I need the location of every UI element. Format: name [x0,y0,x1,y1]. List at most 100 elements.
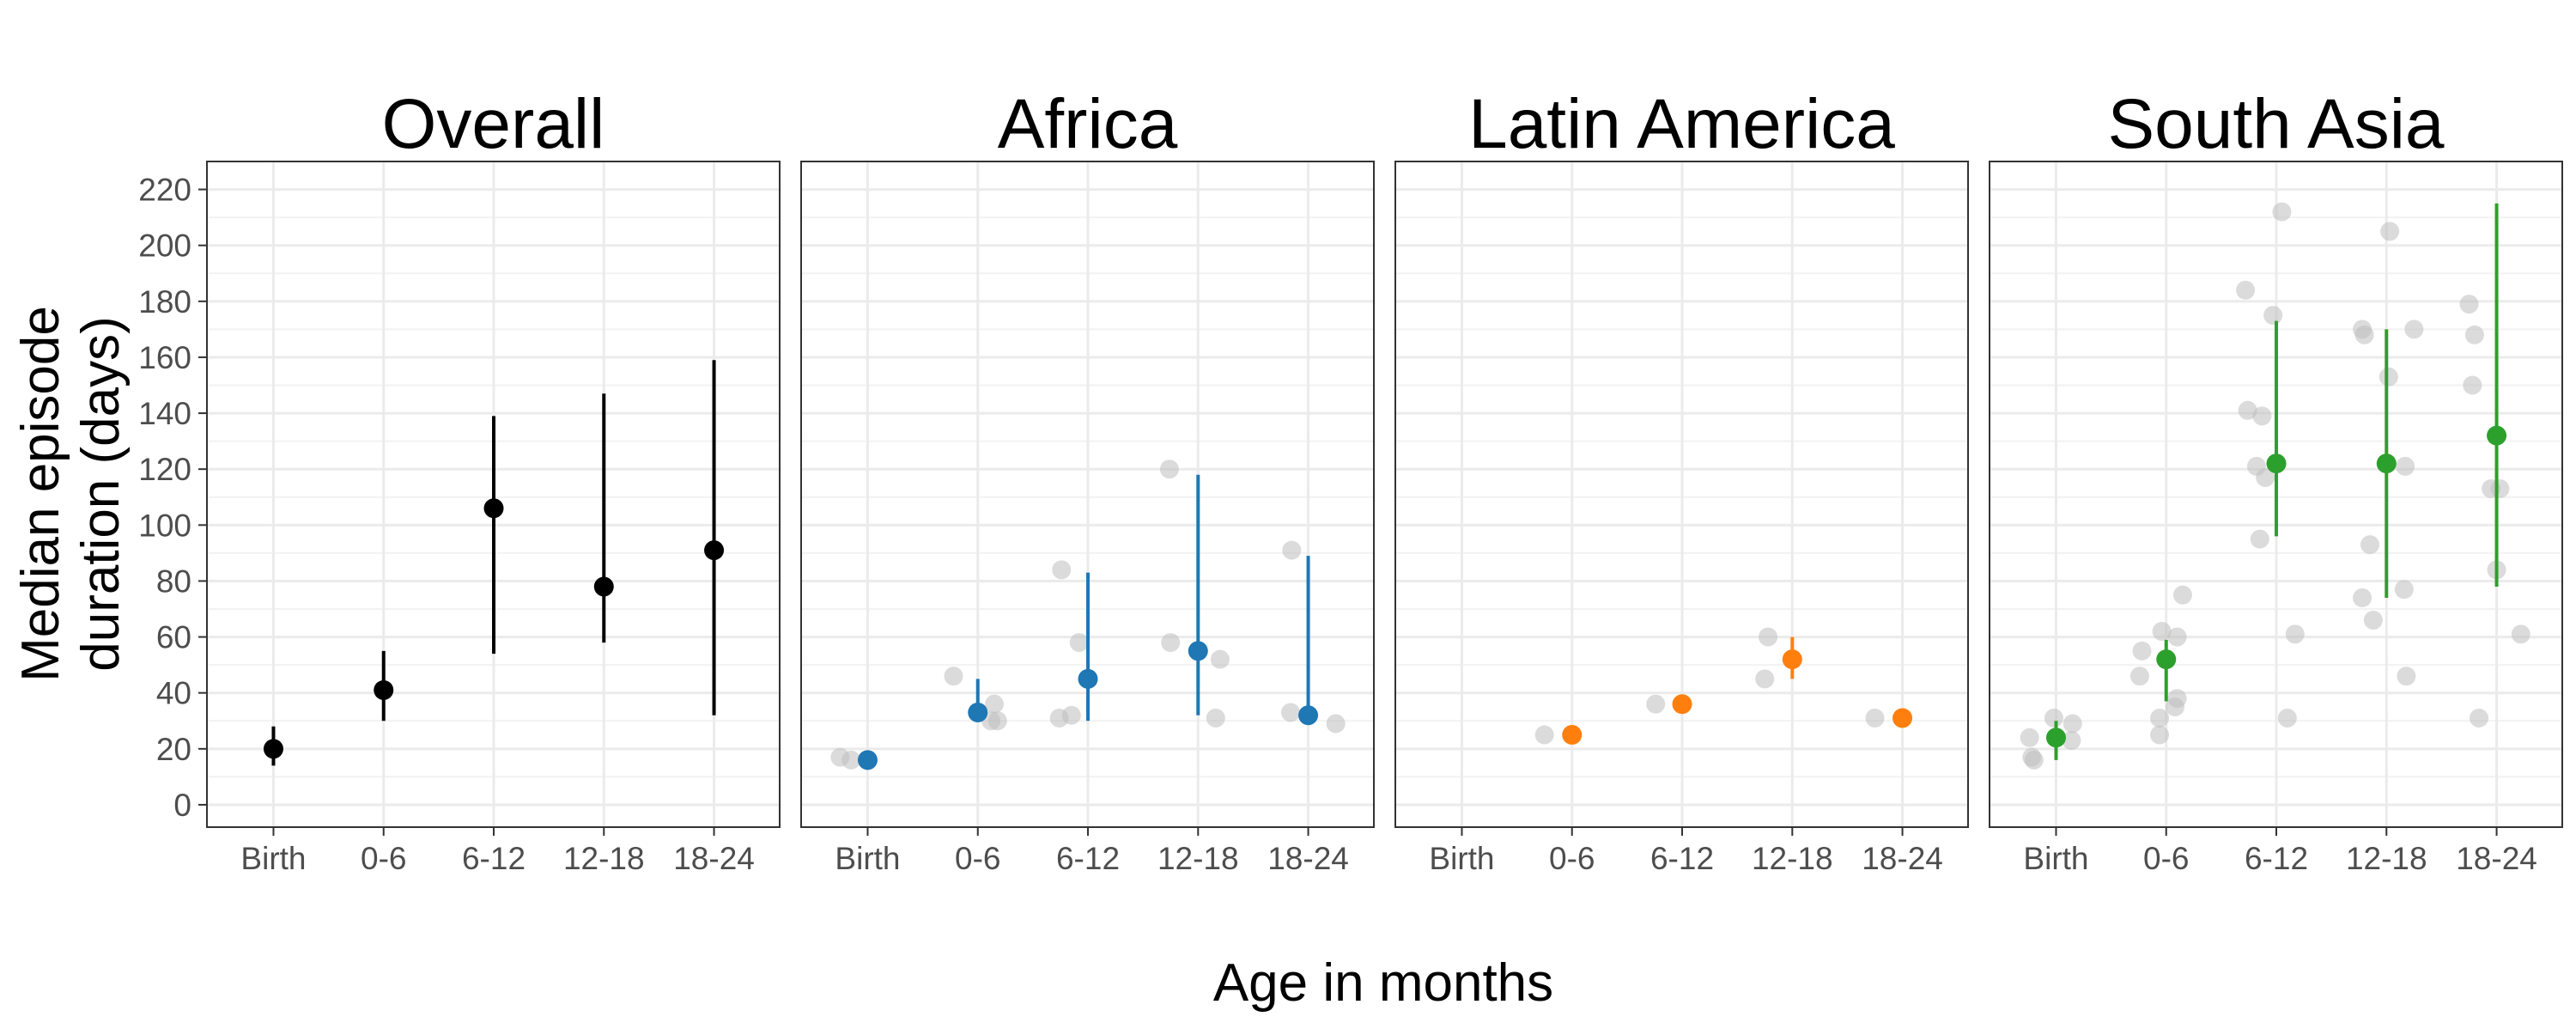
y-tick-label: 20 [156,732,191,767]
median-point [483,498,504,519]
y-tick-label: 180 [138,284,191,320]
median-point [857,750,878,770]
individual-point [1210,649,1230,669]
individual-point [2250,529,2269,549]
median-point [1188,641,1208,661]
median-point [1672,694,1692,715]
individual-point [2167,627,2187,647]
median-point [263,739,283,759]
x-tick-label: 12-18 [1157,841,1239,876]
individual-point [2380,222,2400,241]
median-point [2045,728,2066,748]
x-tick-label: Birth [240,841,306,876]
x-tick-label: 0-6 [2143,841,2189,876]
median-point [1298,705,1319,726]
median-point [1562,725,1583,746]
individual-point [2463,375,2482,395]
individual-point [2167,689,2187,709]
individual-point [2150,725,2170,745]
x-tick-label: 6-12 [462,841,526,876]
panel-latin-america: Latin America Birth 0-6 6-12 12-18 18-24 [1394,85,1969,876]
individual-point [2353,588,2372,607]
y-tick-label: 60 [156,620,191,655]
x-axis-label: Age in months [1213,953,1553,1013]
individual-point [2277,709,2297,728]
median-point [2487,425,2507,446]
individual-point [2236,280,2256,300]
x-tick-label: 6-12 [1650,841,1714,876]
individual-point [2360,535,2380,555]
panel-africa: Africa Birth 0-6 6-12 12-18 18-24 [800,85,1375,876]
y-axis-label-line-2: duration (days) [71,316,131,672]
individual-point [1052,560,1072,580]
individual-point [2379,367,2398,387]
x-tick-label: Birth [1429,841,1494,876]
x-tick-label: 6-12 [1056,841,1120,876]
y-tick-label: 80 [156,563,191,599]
individual-point [2252,406,2272,426]
median-point [704,540,725,561]
individual-point [1534,725,1554,745]
y-tick-label: 160 [138,340,191,375]
individual-point [1161,633,1181,653]
individual-point [2363,611,2383,630]
individual-point [2020,728,2039,747]
x-tick-label: 0-6 [361,841,406,876]
individual-point [2490,478,2510,498]
individual-point [2063,714,2082,734]
x-tick-label: 12-18 [1752,841,1833,876]
individual-point [2397,667,2416,686]
y-tick-label: 200 [138,228,191,264]
individual-point [2129,667,2149,686]
individual-point [2256,467,2275,487]
median-point [374,679,394,700]
y-tick-label: 220 [138,173,191,208]
panels-layer: 0 20 40 60 80 100 120 140 160 180 200 220 Overall Bir… [138,85,2563,876]
x-tick-label: 12-18 [563,841,645,876]
individual-point [1049,709,1069,728]
individual-point [2394,580,2414,600]
individual-point [2272,202,2292,222]
x-tick-label: 18-24 [1267,841,1349,876]
individual-point [2396,456,2415,476]
median-point [593,576,614,597]
y-tick-label: 140 [138,396,191,431]
median-point [2266,454,2287,474]
x-tick-label: 12-18 [2346,841,2427,876]
panel-title: Overall [382,85,605,163]
individual-point [2044,709,2063,728]
individual-point [2353,320,2372,339]
panel-overall: Overall Birth 0-6 6-12 12-18 18-24 [206,85,781,876]
y-axis-label-line-1: Median episode [11,306,70,682]
individual-point [1159,460,1179,479]
x-tick-label: Birth [835,841,900,876]
panel-title: South Asia [2107,85,2444,163]
x-tick-label: 18-24 [673,841,755,876]
panel-title: Africa [998,85,1178,163]
individual-point [841,750,861,770]
individual-point [2172,585,2192,605]
individual-point [984,694,1004,714]
individual-point [1282,540,1302,560]
x-tick-label: 0-6 [1549,841,1595,876]
individual-point [2285,624,2305,644]
y-tick-label: 0 [173,788,191,823]
x-tick-label: 18-24 [2456,841,2537,876]
x-tick-label: 6-12 [2245,841,2308,876]
individual-point [987,711,1007,731]
median-point [1078,668,1098,689]
median-point [1782,649,1802,670]
individual-point [2464,325,2484,344]
median-point [1893,708,1913,728]
individual-point [2132,641,2152,661]
individual-point [2238,400,2257,420]
panel-south-asia: South Asia Birth 0-6 6-12 12-18 18-24 [1989,85,2563,876]
individual-point [2150,709,2170,728]
y-tick-label: 120 [138,452,191,487]
individual-point [1069,633,1089,653]
panel-title: Latin America [1468,85,1895,163]
y-tick-label: 100 [138,508,191,543]
